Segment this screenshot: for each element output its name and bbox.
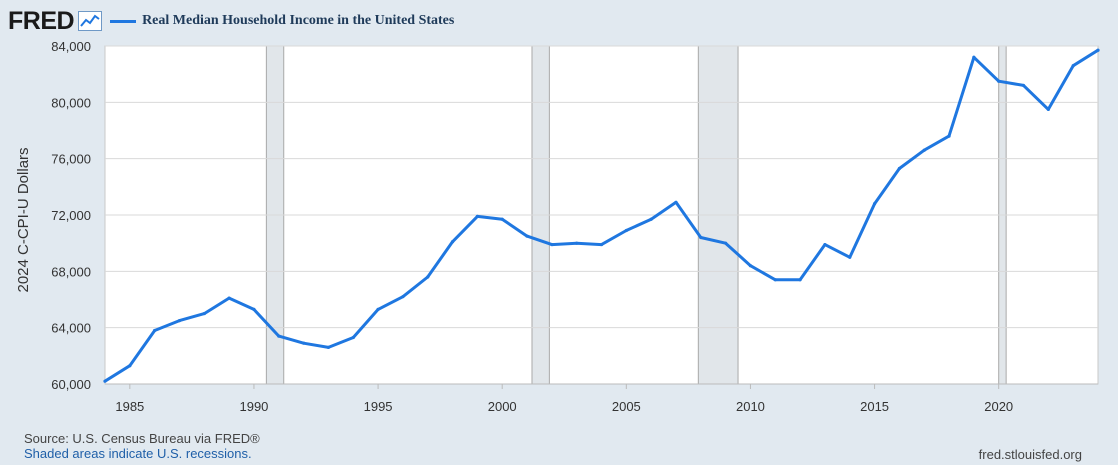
- data-point: [450, 240, 455, 244]
- data-point: [823, 242, 827, 247]
- data-point: [575, 241, 579, 245]
- y-axis: 60,000 64,000 68,000 72,000 76,000 80,000 84,0…: [51, 39, 91, 392]
- data-point: [724, 241, 728, 245]
- data-point: [748, 264, 753, 268]
- x-axis: 1985 1990 1995 2000 2005 2010 2015 2020: [105, 383, 1098, 414]
- data-point: [202, 311, 206, 316]
- legend-label: Real Median Household Income in the Unit…: [142, 13, 455, 28]
- data-point: [277, 334, 281, 338]
- data-point: [128, 364, 132, 368]
- data-point: [351, 335, 355, 340]
- data-point: [674, 200, 678, 204]
- series-layer: [103, 48, 1100, 383]
- y-tick-label: 84,000: [51, 39, 91, 54]
- data-point: [1046, 107, 1050, 111]
- y-tick-label: 76,000: [51, 152, 91, 167]
- data-point: [475, 214, 479, 219]
- data-point: [500, 217, 504, 221]
- data-point: [699, 235, 703, 240]
- x-tick-label: 2015: [860, 399, 889, 414]
- data-point: [1071, 64, 1075, 68]
- data-point: [997, 79, 1001, 83]
- fred-logo[interactable]: FRED: [8, 6, 75, 35]
- y-tick-label: 68,000: [51, 264, 91, 279]
- chart-footer: Source: U.S. Census Bureau via FRED® Sha…: [24, 431, 260, 461]
- chart-header: FRED Real Median Household Income in the…: [8, 6, 454, 36]
- data-point: [798, 278, 802, 282]
- data-point: [550, 242, 554, 247]
- data-point: [773, 278, 777, 282]
- data-point: [326, 345, 331, 349]
- x-tick-label: 1995: [364, 399, 393, 414]
- data-point: [153, 328, 157, 333]
- data-point: [376, 307, 380, 311]
- legend-swatch: [110, 19, 137, 23]
- data-point: [252, 307, 256, 311]
- data-point: [897, 166, 902, 171]
- y-tick-label: 72,000: [51, 208, 91, 223]
- data-point: [972, 55, 976, 59]
- data-point: [401, 295, 405, 299]
- data-point: [302, 341, 306, 345]
- x-tick-label: 1985: [115, 399, 144, 414]
- data-point: [649, 217, 653, 221]
- data-point: [624, 228, 628, 233]
- x-tick-label: 2000: [488, 399, 517, 414]
- data-point: [227, 296, 231, 300]
- line-chart-icon: [78, 11, 103, 31]
- site-link[interactable]: fred.stlouisfed.org: [978, 447, 1082, 462]
- y-tick-label: 64,000: [51, 321, 91, 336]
- x-tick-label: 2005: [612, 399, 641, 414]
- data-point: [103, 379, 107, 383]
- data-point: [1096, 48, 1100, 52]
- data-point: [922, 148, 926, 152]
- data-point: [872, 202, 877, 206]
- x-tick-label: 1990: [239, 399, 268, 414]
- data-point: [177, 319, 182, 323]
- recession-note[interactable]: Shaded areas indicate U.S. recessions.: [24, 446, 252, 461]
- data-point: [947, 134, 951, 138]
- data-point: [1021, 83, 1026, 88]
- source-text: Source: U.S. Census Bureau via FRED®: [24, 431, 260, 446]
- data-point: [525, 234, 529, 238]
- data-point: [848, 255, 852, 259]
- x-tick-label: 2010: [736, 399, 765, 414]
- data-point: [599, 242, 604, 247]
- chart-legend: Real Median Household Income in the Unit…: [110, 13, 454, 29]
- y-tick-label: 60,000: [51, 377, 91, 392]
- y-axis-label: 2024 C-CPI-U Dollars: [15, 147, 32, 292]
- x-tick-label: 2020: [984, 399, 1013, 414]
- y-tick-label: 80,000: [51, 95, 91, 110]
- data-point: [426, 275, 430, 279]
